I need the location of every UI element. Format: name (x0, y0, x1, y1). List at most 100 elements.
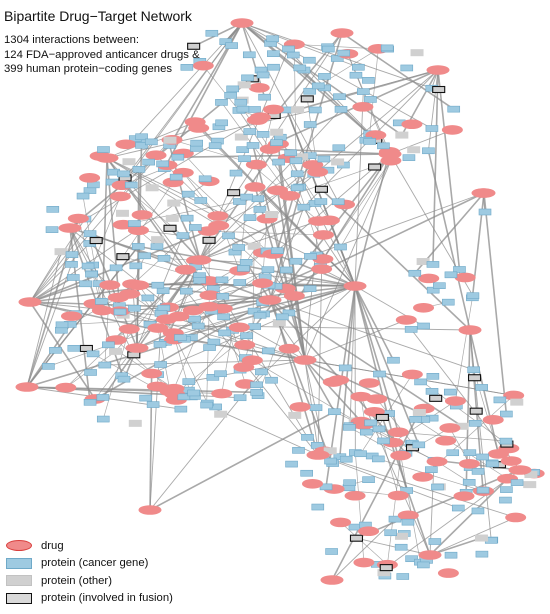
interaction-edge (241, 22, 319, 87)
interaction-edge (269, 299, 474, 371)
drug-node (330, 517, 352, 528)
cancer-gene-node (157, 255, 171, 262)
drug-node (320, 575, 344, 585)
drug-node (301, 479, 323, 489)
cancer-gene-node (156, 160, 169, 168)
interaction-edge (369, 48, 379, 134)
drug-node (401, 119, 423, 129)
drug-node (401, 369, 423, 380)
cancer-gene-node (292, 447, 305, 454)
drug-node (79, 173, 101, 183)
interaction-edge (294, 43, 379, 50)
cancer-gene-node (96, 415, 110, 423)
interaction-edge (429, 517, 516, 556)
other-protein-node (412, 409, 426, 417)
other-protein-node (214, 410, 228, 418)
drug-node (312, 230, 334, 240)
cancer-gene-node (468, 420, 482, 427)
drug-node (145, 150, 167, 161)
cancer-gene-node (239, 259, 253, 266)
interaction-edge (483, 192, 508, 415)
cancer-gene-node (79, 280, 92, 288)
interaction-edge (354, 285, 395, 361)
cancer-gene-node (478, 208, 492, 216)
cancer-gene-node (226, 85, 239, 93)
cancer-gene-node (139, 394, 152, 402)
drug-node (99, 280, 121, 290)
other-protein-node (323, 447, 337, 455)
cancer-gene-node (334, 106, 348, 113)
cancer-gene-node (87, 181, 100, 189)
cancer-gene-node (425, 466, 438, 473)
interaction-edge (320, 188, 471, 331)
interaction-edge (339, 285, 356, 457)
cancer-gene-node (475, 384, 488, 391)
cancer-gene-node (330, 55, 344, 62)
drug-node (378, 149, 402, 159)
drug-node (471, 188, 495, 198)
cancer-gene-node (233, 394, 247, 402)
cancer-gene-node (349, 71, 363, 79)
interaction-edge (29, 301, 96, 400)
cancer-gene-node (85, 270, 98, 278)
drug-node (168, 311, 190, 322)
cancer-gene-node (128, 304, 141, 312)
cancer-gene-node (425, 125, 439, 132)
drug-node (441, 125, 463, 135)
cancer-gene-node (286, 51, 300, 59)
interaction-edge (94, 299, 271, 400)
cancer-gene-node (414, 378, 427, 386)
interaction-edge (385, 469, 521, 568)
other-protein-node (145, 184, 159, 192)
diagram-subtitle: 1304 interactions between: 124 FDA−appro… (4, 33, 200, 77)
drug-node (453, 491, 475, 501)
interaction-edge (304, 319, 407, 361)
other-protein-node (115, 209, 129, 217)
drug-node (458, 325, 482, 335)
interaction-edge (29, 139, 173, 303)
drug-node (387, 490, 409, 501)
drug-node (307, 167, 329, 177)
cancer-gene-node (222, 232, 235, 240)
other-protein-node (128, 419, 142, 427)
interaction-edge (341, 32, 455, 110)
cancer-gene-node (232, 244, 246, 251)
drug-node (278, 343, 300, 354)
cancer-gene-node (42, 363, 55, 370)
cancer-gene-node (444, 271, 458, 279)
other-protein-node (109, 347, 123, 355)
cancer-gene-node (362, 77, 375, 84)
interaction-edge (436, 461, 484, 492)
other-protein-node (247, 242, 261, 250)
cancer-gene-node (256, 71, 270, 79)
cancer-gene-node (156, 287, 170, 295)
drug-node (263, 104, 285, 115)
interaction-edge (469, 329, 492, 541)
cancer-gene-node (280, 266, 293, 274)
cancer-gene-node (267, 50, 280, 58)
legend-item-cancer-gene: protein (cancer gene) (6, 555, 173, 573)
drug-node (358, 526, 380, 537)
interaction-edge (208, 230, 324, 236)
cancer-gene-node (194, 197, 208, 204)
cancer-gene-node (289, 257, 303, 265)
cancer-gene-node (422, 147, 435, 155)
drug-node (159, 386, 181, 397)
cancer-gene-node (46, 206, 60, 213)
drug-node (308, 216, 330, 226)
interaction-edge (82, 195, 103, 311)
drug-node (454, 272, 476, 283)
fusion-protein-node (379, 564, 393, 572)
cancer-gene-node (377, 437, 390, 445)
cancer-gene-node (333, 93, 346, 101)
cancer-gene-node (187, 389, 201, 397)
interaction-edge (437, 69, 461, 270)
interaction-edge (473, 369, 499, 454)
cancer-gene-node (150, 243, 164, 250)
interaction-edge (286, 109, 356, 287)
fusion-protein-node (349, 534, 364, 542)
drug-node (138, 505, 162, 515)
cancer-gene-node (190, 139, 204, 147)
cancer-gene-node (188, 315, 201, 323)
drug-node (289, 402, 311, 412)
